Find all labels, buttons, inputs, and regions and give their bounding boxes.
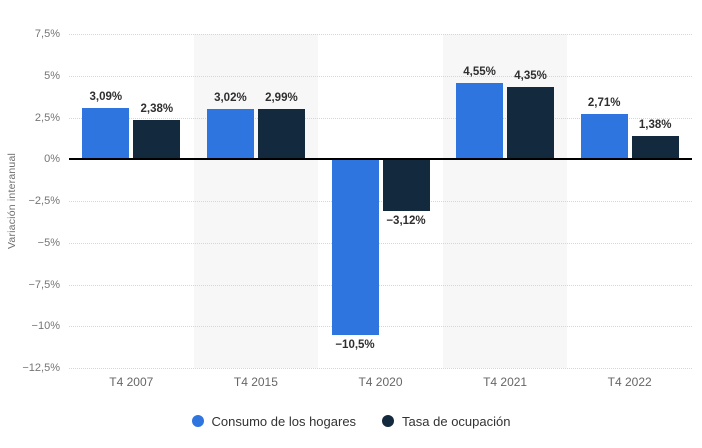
gridline (69, 326, 692, 328)
y-tick-label: 0% (44, 153, 60, 166)
bar-consumo-de-los-hogares-t4-2007[interactable] (82, 107, 130, 160)
y-tick-label: 5% (44, 69, 60, 82)
bar-value-label: −10,5% (335, 338, 375, 351)
bar-tasa-de-ocupaci-n-t4-2020[interactable] (382, 159, 430, 212)
y-tick-label: 2,5% (34, 111, 60, 124)
y-tick-label: 7,5% (34, 28, 60, 40)
bar-value-label: 2,71% (587, 96, 621, 109)
bar-consumo-de-los-hogares-t4-2015[interactable] (206, 108, 254, 160)
x-axis-label: T4 2020 (358, 375, 403, 389)
bar-value-label: 4,35% (514, 69, 547, 82)
x-axis-label: T4 2021 (483, 375, 528, 389)
legend-label: Tasa de ocupación (402, 413, 511, 429)
bar-tasa-de-ocupaci-n-t4-2015[interactable] (257, 109, 305, 160)
bar-tasa-de-ocupaci-n-t4-2021[interactable] (507, 86, 555, 160)
plot-area: 3,09% 3,02% −10,5% 4,55% 2,71% 2,38% 2,99% −3,1… (69, 34, 692, 369)
gridline (69, 368, 692, 369)
bar-value-label: 1,38% (638, 119, 672, 132)
y-tick-label: −7,5% (28, 278, 61, 291)
legend-label: Consumo de los hogares (211, 413, 357, 429)
x-axis-label: T4 2007 (109, 375, 154, 389)
bar-value-label: −3,12% (386, 215, 426, 228)
y-tick-label: −12,5% (22, 362, 60, 374)
zero-axis-line (69, 158, 692, 161)
gridline (69, 242, 692, 244)
bar-consumo-de-los-hogares-t4-2020[interactable] (331, 159, 379, 335)
x-axis-label: T4 2022 (607, 375, 652, 389)
legend-item-consumo-de-los-hogares[interactable]: Consumo de los hogares (191, 413, 357, 429)
bar-value-label: 4,55% (463, 66, 496, 79)
bar-consumo-de-los-hogares-t4-2021[interactable] (456, 83, 504, 160)
legend-marker-icon (191, 415, 204, 427)
legend-item-tasa-de-ocupaci-n[interactable]: Tasa de ocupación (382, 414, 510, 429)
y-tick-label: −10% (31, 320, 60, 333)
gridline (69, 117, 692, 119)
bar-consumo-de-los-hogares-t4-2022[interactable] (580, 113, 628, 160)
x-axis-label: T4 2015 (233, 375, 278, 389)
bar-value-label: 2,38% (140, 102, 174, 115)
bar-tasa-de-ocupaci-n-t4-2022[interactable] (631, 136, 679, 160)
gridline (69, 284, 692, 286)
gridline (69, 34, 692, 35)
gridline (69, 75, 692, 77)
y-tick-label: −2,5% (28, 195, 61, 207)
bar-value-label: 2,99% (265, 92, 298, 105)
bar-value-label: 3,02% (214, 91, 247, 104)
y-tick-label: −5% (37, 236, 60, 249)
bar-tasa-de-ocupaci-n-t4-2007[interactable] (133, 119, 181, 160)
legend: Consumo de los hogares Tasa de ocupación (0, 410, 702, 432)
gridline (69, 201, 692, 202)
bar-value-label: 3,09% (89, 90, 123, 103)
legend-marker-icon (382, 415, 395, 427)
